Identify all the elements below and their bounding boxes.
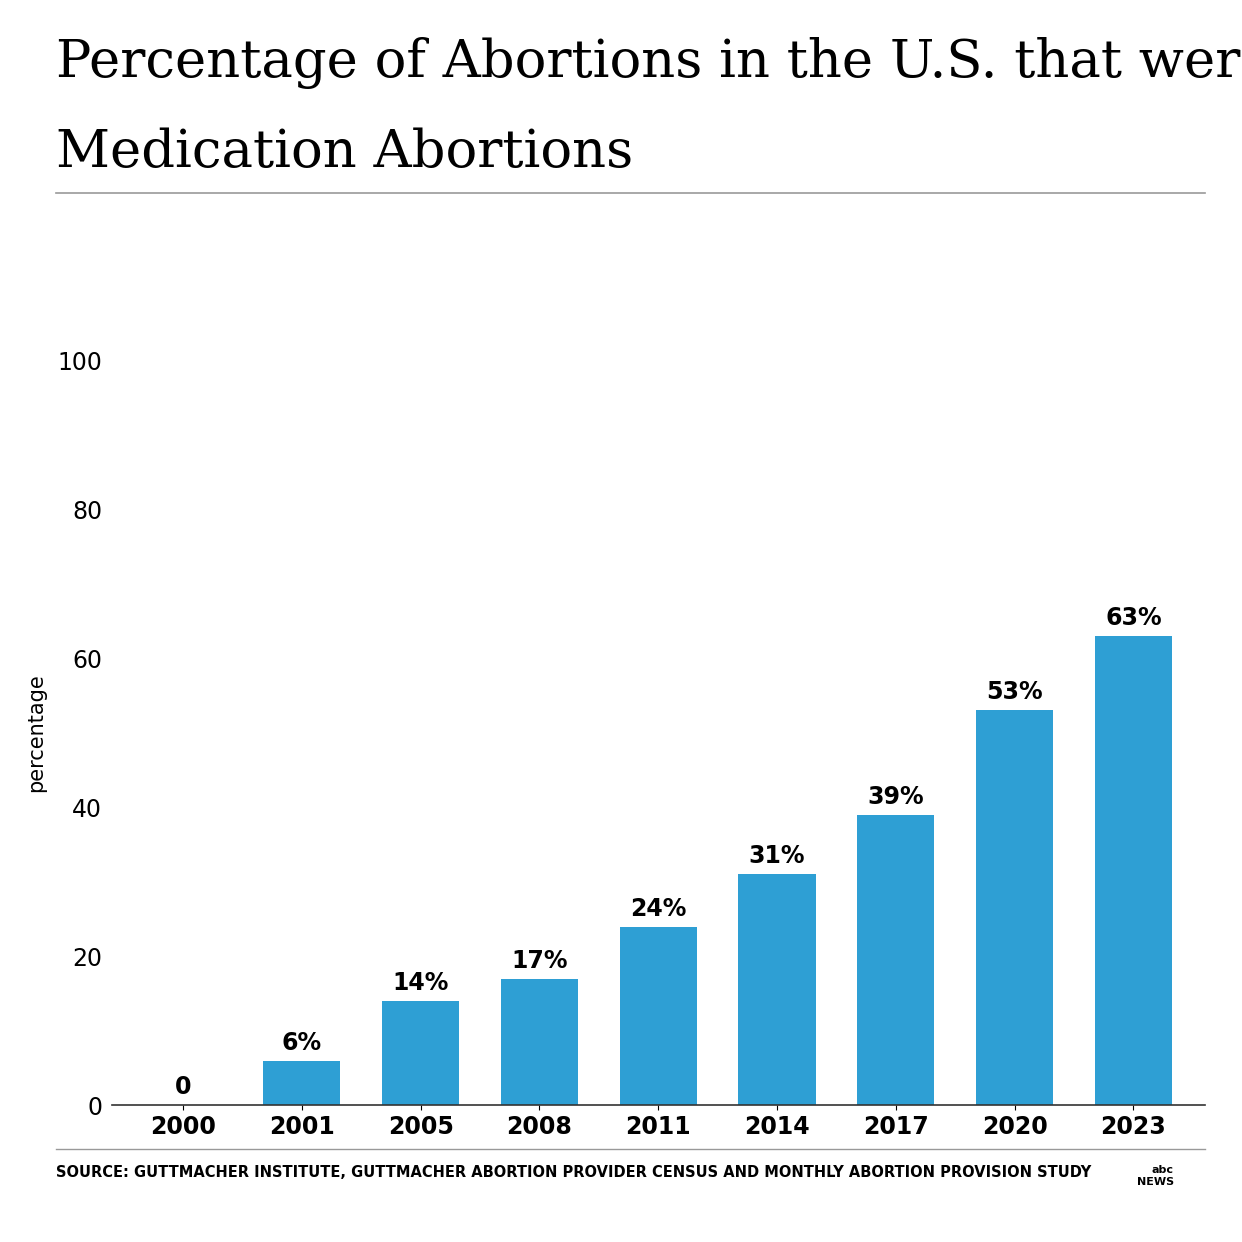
Text: 39%: 39% — [868, 785, 924, 809]
Bar — [263, 1061, 340, 1105]
Text: Medication Abortions: Medication Abortions — [56, 127, 633, 178]
Text: 6%: 6% — [282, 1031, 322, 1054]
Text: abc
NEWS: abc NEWS — [1136, 1165, 1174, 1186]
Bar — [383, 1001, 460, 1105]
Text: 0: 0 — [175, 1076, 191, 1099]
Bar — [739, 874, 816, 1105]
Text: Percentage of Abortions in the U.S. that were: Percentage of Abortions in the U.S. that… — [56, 37, 1242, 89]
Y-axis label: percentage: percentage — [26, 673, 46, 792]
Bar — [620, 927, 697, 1105]
Text: 14%: 14% — [392, 971, 448, 995]
Bar — [857, 815, 934, 1105]
Text: 63%: 63% — [1105, 606, 1161, 630]
Bar — [1095, 636, 1172, 1105]
Text: 53%: 53% — [986, 681, 1043, 704]
Bar — [501, 979, 578, 1105]
Text: 24%: 24% — [630, 897, 687, 920]
Bar — [976, 710, 1053, 1105]
Text: 17%: 17% — [512, 949, 568, 972]
Text: SOURCE: GUTTMACHER INSTITUTE, GUTTMACHER ABORTION PROVIDER CENSUS AND MONTHLY AB: SOURCE: GUTTMACHER INSTITUTE, GUTTMACHER… — [56, 1165, 1092, 1180]
Text: 31%: 31% — [749, 845, 805, 868]
